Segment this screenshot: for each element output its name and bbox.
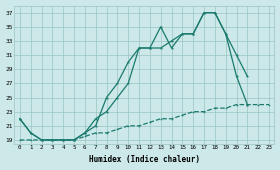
X-axis label: Humidex (Indice chaleur): Humidex (Indice chaleur) <box>89 155 200 164</box>
